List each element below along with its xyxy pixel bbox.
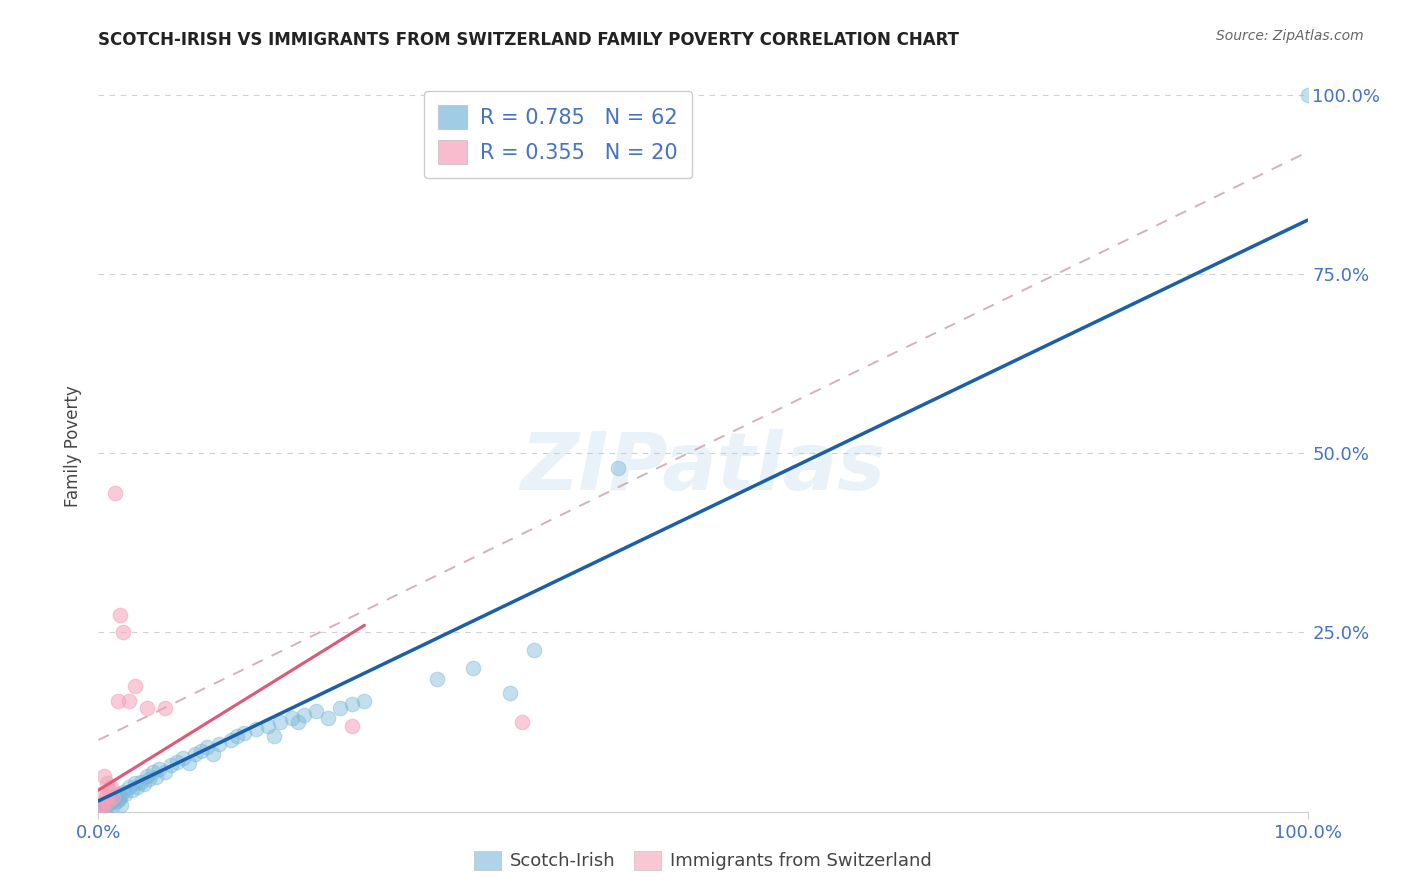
Point <box>342 697 364 711</box>
Point <box>160 758 183 772</box>
Point <box>138 772 160 787</box>
Point <box>107 787 129 801</box>
Point <box>129 774 152 789</box>
Point <box>91 801 114 815</box>
Point <box>256 719 278 733</box>
Point <box>105 794 128 808</box>
Legend: R = 0.785   N = 62, R = 0.355   N = 20: R = 0.785 N = 62, R = 0.355 N = 20 <box>423 91 692 178</box>
Point <box>166 755 188 769</box>
Point <box>96 794 118 808</box>
Point <box>190 744 212 758</box>
Point <box>221 733 243 747</box>
Point <box>90 787 112 801</box>
Point <box>90 801 112 815</box>
Point <box>305 704 328 718</box>
Point <box>510 715 533 730</box>
Point <box>263 730 285 744</box>
Point <box>202 747 225 762</box>
Point <box>104 789 127 803</box>
Point <box>98 783 121 797</box>
Point <box>94 790 117 805</box>
Point <box>104 485 127 500</box>
Point <box>100 794 122 808</box>
Point <box>93 801 115 815</box>
Point <box>292 707 315 722</box>
Point <box>498 686 520 700</box>
Point <box>245 723 267 737</box>
Point <box>342 719 364 733</box>
Point <box>121 783 143 797</box>
Point <box>108 790 131 805</box>
Text: SCOTCH-IRISH VS IMMIGRANTS FROM SWITZERLAND FAMILY POVERTY CORRELATION CHART: SCOTCH-IRISH VS IMMIGRANTS FROM SWITZERL… <box>98 31 959 49</box>
Point <box>287 715 309 730</box>
Point <box>118 693 141 707</box>
Point <box>353 693 375 707</box>
Point <box>91 796 114 810</box>
Point <box>93 769 115 783</box>
Point <box>124 776 146 790</box>
Point <box>98 796 121 810</box>
Point <box>172 751 194 765</box>
Point <box>463 661 485 675</box>
Point <box>523 643 546 657</box>
Point <box>316 711 339 725</box>
Point <box>179 756 201 770</box>
Point <box>329 700 352 714</box>
Point <box>281 711 304 725</box>
Point <box>426 672 449 686</box>
Point <box>607 460 630 475</box>
Point <box>91 799 114 814</box>
Point <box>107 693 129 707</box>
Point <box>100 790 122 805</box>
Point <box>135 769 157 783</box>
Point <box>108 792 131 806</box>
Point <box>100 780 122 794</box>
Point <box>148 762 170 776</box>
Point <box>108 607 131 622</box>
Point <box>153 765 176 780</box>
Text: ZIPatlas: ZIPatlas <box>520 429 886 507</box>
Point <box>111 625 134 640</box>
Point <box>184 747 207 762</box>
Point <box>110 797 132 812</box>
Point <box>127 780 149 794</box>
Point <box>118 780 141 794</box>
Point <box>134 777 156 791</box>
Point <box>1296 87 1319 102</box>
Point <box>94 797 117 812</box>
Point <box>269 715 291 730</box>
Point <box>124 679 146 693</box>
Point <box>101 797 124 812</box>
Point <box>97 794 120 808</box>
Point <box>103 792 125 806</box>
Point <box>91 797 114 812</box>
Point <box>101 790 124 805</box>
Point <box>208 737 231 751</box>
Point <box>142 765 165 780</box>
Point <box>153 700 176 714</box>
Text: Source: ZipAtlas.com: Source: ZipAtlas.com <box>1216 29 1364 43</box>
Point <box>195 740 218 755</box>
Legend: Scotch-Irish, Immigrants from Switzerland: Scotch-Irish, Immigrants from Switzerlan… <box>467 844 939 878</box>
Point <box>135 700 157 714</box>
Point <box>232 726 254 740</box>
Point <box>114 787 136 801</box>
Point <box>97 799 120 814</box>
Point <box>96 776 118 790</box>
Point <box>145 770 167 784</box>
Point <box>226 730 249 744</box>
Y-axis label: Family Poverty: Family Poverty <box>65 385 83 507</box>
Point <box>111 784 134 798</box>
